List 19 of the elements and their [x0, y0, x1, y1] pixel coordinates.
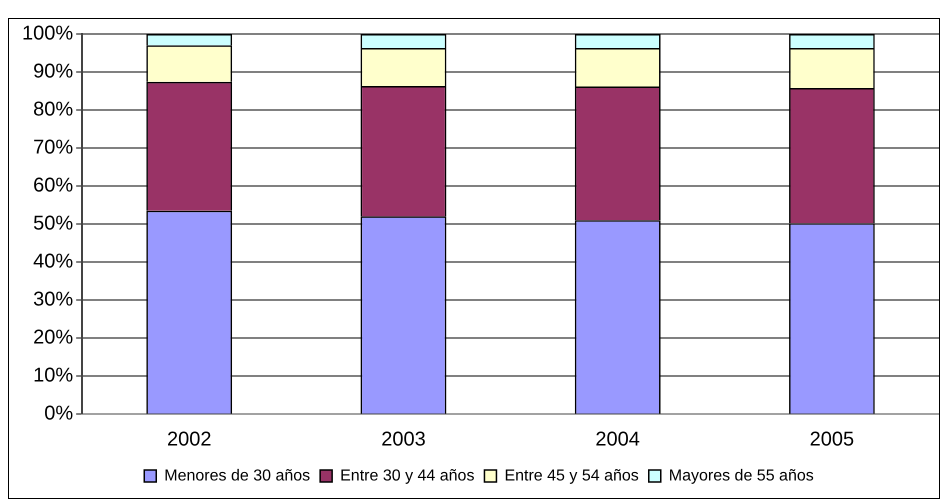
x-tick-label: 2002	[167, 428, 212, 451]
x-tick-label: 2003	[381, 428, 426, 451]
y-tick-label: 90%	[33, 60, 74, 83]
legend-label: Entre 30 y 44 años	[340, 467, 474, 484]
legend-label: Mayores de 55 años	[668, 467, 814, 484]
x-tick-label: 2004	[595, 428, 640, 451]
y-tick-label: 10%	[33, 364, 74, 387]
y-tick-label: 40%	[33, 250, 74, 273]
x-tick-label: 2005	[810, 428, 854, 451]
legend-label: Entre 45 y 54 años	[504, 467, 639, 484]
y-tick-label: 50%	[33, 212, 74, 235]
y-tick-label: 100%	[22, 22, 74, 45]
y-tick-label: 30%	[33, 288, 74, 311]
y-tick-label: 80%	[33, 98, 74, 121]
y-tick-label: 60%	[33, 174, 74, 197]
y-tick-label: 0%	[44, 402, 74, 425]
legend-label: Menores de 30 años	[164, 467, 310, 484]
y-tick-label: 20%	[33, 326, 74, 349]
y-tick-label: 70%	[33, 136, 74, 159]
